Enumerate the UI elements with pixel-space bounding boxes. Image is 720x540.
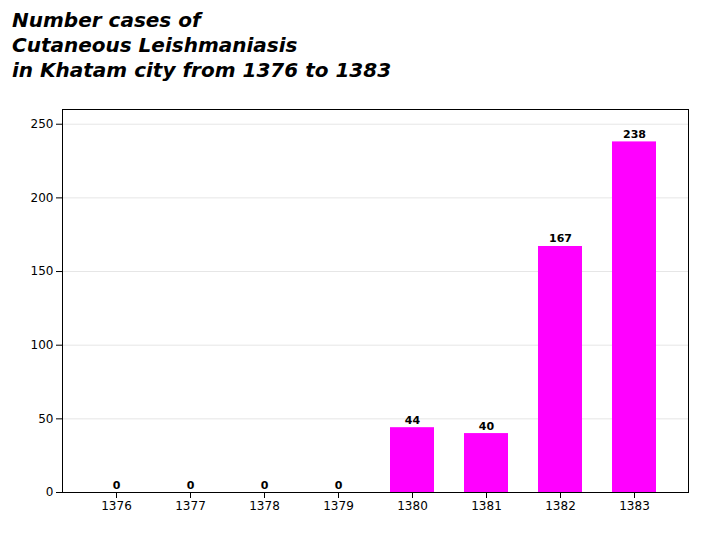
svg-text:250: 250 [31,117,54,131]
svg-text:150: 150 [31,264,54,278]
svg-text:1380: 1380 [397,499,428,513]
svg-text:238: 238 [623,128,646,141]
svg-text:0: 0 [113,479,121,492]
svg-text:167: 167 [549,232,572,245]
svg-text:40: 40 [479,420,495,433]
svg-text:1377: 1377 [175,499,206,513]
svg-text:1381: 1381 [471,499,502,513]
svg-text:44: 44 [405,414,421,427]
svg-text:200: 200 [31,191,54,205]
svg-text:0: 0 [261,479,269,492]
svg-text:1379: 1379 [323,499,354,513]
svg-text:1383: 1383 [619,499,650,513]
svg-text:100: 100 [31,338,54,352]
svg-text:0: 0 [46,485,54,499]
svg-text:0: 0 [187,479,195,492]
html-text:Number cases of Cutaneous Leis: Number cases of Cutaneous Leishmaniasis … [12,8,392,82]
svg-text:1378: 1378 [249,499,280,513]
svg-text:0: 0 [335,479,343,492]
svg-text:1376: 1376 [101,499,132,513]
svg-text:1382: 1382 [545,499,576,513]
svg-text:50: 50 [38,412,53,426]
